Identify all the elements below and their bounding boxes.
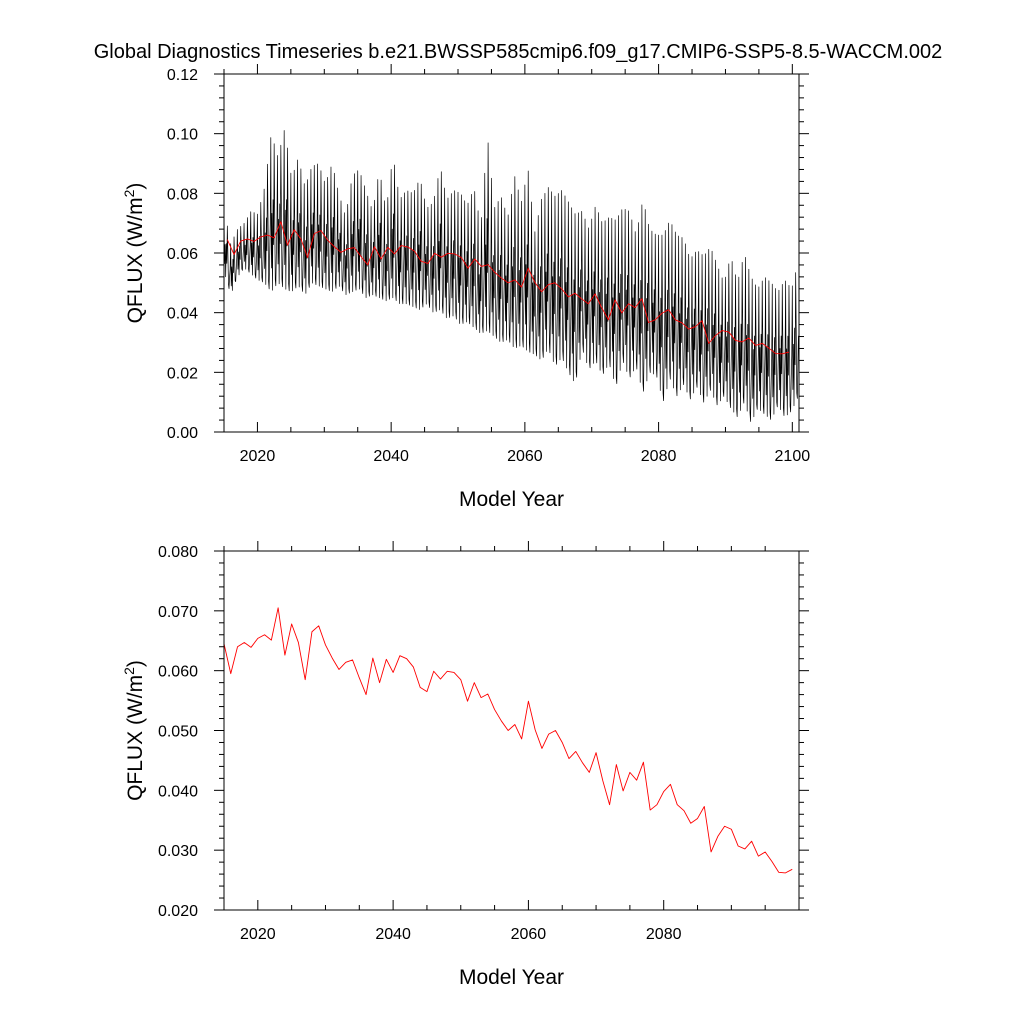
bottom-y-label-close: )	[124, 660, 147, 667]
top-plot-frame	[223, 73, 800, 433]
chart-title: Global Diagnostics Timeseries b.e21.BWSS…	[94, 41, 943, 63]
annual-mean-series-line	[224, 607, 793, 874]
top-series	[224, 130, 799, 422]
top-y-label-main: QFLUX (W/m	[124, 197, 147, 323]
bottom-series	[224, 607, 793, 874]
bottom-y-label-main: QFLUX (W/m	[124, 675, 147, 801]
bottom-y-label-sup: 2	[121, 667, 137, 675]
y-tick-label: 0.12	[167, 67, 198, 84]
x-tick-label: 2020	[240, 448, 276, 465]
x-tick-label: 2040	[375, 926, 411, 943]
y-tick-label: 0.10	[167, 127, 198, 144]
x-tick-label: 2080	[641, 448, 677, 465]
y-tick-label: 0.030	[158, 843, 198, 860]
y-tick-label: 0.040	[158, 783, 198, 800]
y-tick-label: 0.020	[158, 903, 198, 920]
y-tick-label: 0.06	[167, 246, 198, 263]
bottom-ticks: 2020 2040 2060 2080 0.020 0.030 0.040 0.050 0.06…	[158, 541, 809, 943]
annual-mean-series-line	[226, 221, 790, 355]
bottom-panel: 2020 2040 2060 2080 0.020 0.030 0.040 0.050 0.06…	[121, 541, 809, 989]
y-tick-label: 0.04	[167, 306, 198, 323]
top-panel: 2020 2040 2060 2080 2100 0.00 0.02 0.04 0.06 0.08…	[121, 64, 810, 511]
top-y-axis-label: QFLUX (W/m2)	[121, 183, 147, 324]
bottom-y-axis-label: QFLUX (W/m2)	[121, 660, 147, 801]
y-tick-label: 0.08	[167, 186, 198, 203]
x-tick-label: 2060	[507, 448, 543, 465]
x-tick-label: 2020	[240, 926, 276, 943]
x-tick-label: 2060	[511, 926, 547, 943]
top-x-axis-label: Model Year	[459, 488, 564, 511]
top-y-label-sup: 2	[121, 189, 137, 197]
y-tick-label: 0.02	[167, 365, 198, 382]
y-tick-label: 0.080	[158, 544, 198, 561]
y-tick-label: 0.070	[158, 604, 198, 621]
bottom-x-axis-label: Model Year	[459, 966, 564, 989]
x-tick-label: 2080	[646, 926, 682, 943]
y-tick-label: 0.060	[158, 664, 198, 681]
top-ticks: 2020 2040 2060 2080 2100 0.00 0.02 0.04 0.06 0.08…	[167, 64, 810, 465]
y-tick-label: 0.050	[158, 724, 198, 741]
x-tick-label: 2100	[775, 448, 811, 465]
bottom-plot-frame	[223, 550, 800, 911]
y-tick-label: 0.00	[167, 425, 198, 442]
monthly-series-line	[224, 130, 799, 422]
x-tick-label: 2040	[373, 448, 409, 465]
top-y-label-close: )	[124, 183, 147, 190]
